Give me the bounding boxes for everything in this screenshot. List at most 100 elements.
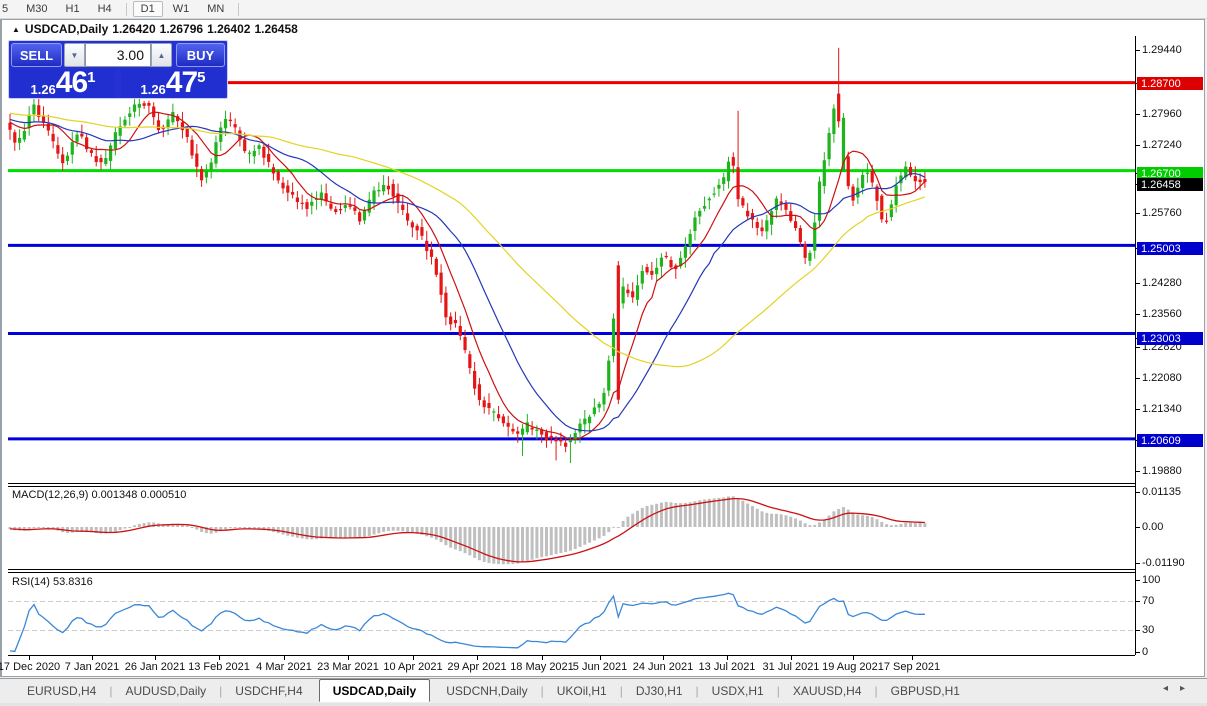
tf-button-5[interactable]: 5 <box>2 3 9 15</box>
chart-window[interactable] <box>0 19 1205 677</box>
macd-signal-value: 0.000510 <box>140 489 187 501</box>
rsi-value: 53.8316 <box>52 576 93 588</box>
date-tick-label: 13 Feb 2021 <box>188 661 250 673</box>
timeframe-toolbar: 5 M30 H1 H4 D1 W1 MN <box>0 0 1207 19</box>
ma-line-52 <box>9 112 926 368</box>
tab-scroll-arrows: ◂▸ <box>1163 683 1197 694</box>
date-tick-label: 18 May 2021 <box>510 661 574 673</box>
tab-separator: | <box>109 684 113 698</box>
tab-scroll-right-icon[interactable]: ▸ <box>1179 683 1197 694</box>
buy-price-big: 47 <box>165 66 198 99</box>
tab-USDCAD-Daily[interactable]: USDCAD,Daily <box>318 678 431 702</box>
tf-button-W1[interactable]: W1 <box>172 3 190 15</box>
tab-EURUSD-H4[interactable]: EURUSD,H4 <box>27 684 97 698</box>
tf-button-D1[interactable]: D1 <box>132 1 163 17</box>
price-badge-1.25003: 1.25003 <box>1137 242 1203 255</box>
date-tick-label: 26 Jan 2021 <box>124 661 186 673</box>
window-bottom-edge <box>0 703 1207 706</box>
tab-XAUUSD-H4[interactable]: XAUUSD,H4 <box>792 684 862 698</box>
sell-price-base: 1.26 <box>30 82 56 97</box>
horizontal-lines <box>8 81 1135 441</box>
chevron-up-icon: ▲ <box>157 50 166 60</box>
price-tick-label: 1.21340 <box>1142 403 1182 415</box>
price-badge-1.23003: 1.23003 <box>1137 332 1203 345</box>
date-tick-label: 31 Jul 2021 <box>762 661 820 673</box>
macd-signal-line <box>9 497 925 563</box>
tab-USDCHF-H4[interactable]: USDCHF,H4 <box>235 684 303 698</box>
volume-input[interactable] <box>85 43 151 67</box>
price-badge-1.28700: 1.28700 <box>1137 77 1203 90</box>
tab-separator: | <box>219 684 223 698</box>
price-tick-label: 1.22080 <box>1142 372 1182 384</box>
volume-increase-button[interactable]: ▲ <box>151 43 172 67</box>
tab-scroll-left-icon[interactable]: ◂ <box>1162 683 1180 694</box>
volume-decrease-button[interactable]: ▼ <box>64 43 85 67</box>
price-badge-1.26458: 1.26458 <box>1137 178 1203 191</box>
tf-button-H1[interactable]: H1 <box>65 3 80 15</box>
buy-price-button[interactable]: 1.26 47 5 <box>121 66 225 99</box>
rsi-scale-label: 30 <box>1142 624 1155 636</box>
candles <box>8 47 927 464</box>
date-tick-label: 7 Jan 2021 <box>64 661 120 673</box>
macd-scale-label: 0.00 <box>1142 521 1164 533</box>
tab-separator: | <box>540 684 544 698</box>
date-tick-label: 7 Sep 2021 <box>883 661 941 673</box>
macd-main-value: 0.001348 <box>91 489 138 501</box>
sell-price-big: 46 <box>55 66 88 99</box>
date-tick-label: 4 Mar 2021 <box>256 661 312 673</box>
tab-separator: | <box>619 684 623 698</box>
toolbar-separator <box>125 2 127 16</box>
date-tick-label: 19 Aug 2021 <box>822 661 884 673</box>
rsi-scale-label: 0 <box>1142 646 1149 658</box>
title-low: 1.26402 <box>207 22 251 36</box>
macd-histogram <box>8 496 927 565</box>
tf-button-H4[interactable]: H4 <box>97 3 112 15</box>
tf-button-MN[interactable]: MN <box>207 3 225 15</box>
tab-USDCNH-Daily[interactable]: USDCNH,Daily <box>446 684 528 698</box>
price-tick-label: 1.27960 <box>1142 108 1182 120</box>
date-tick-label: 10 Apr 2021 <box>383 661 443 673</box>
chart-frame <box>8 36 1140 660</box>
sell-price-button[interactable]: 1.26 46 1 <box>11 66 115 99</box>
buy-price-base: 1.26 <box>140 82 166 97</box>
rsi-scale-label: 70 <box>1142 595 1155 607</box>
date-tick-label: 29 Apr 2021 <box>447 661 507 673</box>
tab-GBPUSD-H1[interactable]: GBPUSD,H1 <box>890 684 960 698</box>
rsi-scale-label: 100 <box>1142 574 1161 586</box>
sell-price-sup: 1 <box>87 69 96 86</box>
chart-tab-bar: EURUSD,H4 | AUDUSD,Daily | USDCHF,H4 | USDCAD,… <box>0 678 1207 703</box>
price-tick-label: 1.29440 <box>1142 44 1182 56</box>
date-tick-label: 13 Jul 2021 <box>698 661 756 673</box>
date-tick-label: 5 Jun 2021 <box>572 661 628 673</box>
tab-separator: | <box>874 684 878 698</box>
collapse-triangle-icon[interactable]: ▲ <box>12 25 20 34</box>
tf-button-M30[interactable]: M30 <box>26 3 48 15</box>
title-close: 1.26458 <box>254 22 298 36</box>
price-tick-label: 1.27240 <box>1142 139 1182 151</box>
tab-separator: | <box>776 684 780 698</box>
ma-line-8 <box>9 111 926 441</box>
chart-title: ▲ USDCAD,Daily 1.26420 1.26796 1.26402 1.2645… <box>12 22 302 36</box>
title-high: 1.26796 <box>159 22 204 36</box>
price-badge-1.26700: 1.26700 <box>1137 167 1203 180</box>
ma-line-20 <box>9 118 926 432</box>
macd-label: MACD(12,26,9) 0.001348 0.000510 <box>12 489 187 501</box>
tab-AUDUSD-Daily[interactable]: AUDUSD,Daily <box>125 684 207 698</box>
price-badge-1.20609: 1.20609 <box>1137 434 1203 447</box>
rsi-line <box>9 592 925 653</box>
rsi-label: RSI(14) 53.8316 <box>12 576 93 588</box>
sell-button[interactable]: SELL <box>11 43 62 67</box>
price-tick-label: 1.25760 <box>1142 207 1182 219</box>
tab-USDX-H1[interactable]: USDX,H1 <box>711 684 764 698</box>
chevron-down-icon: ▼ <box>70 50 79 60</box>
tab-separator: | <box>695 684 699 698</box>
buy-price-sup: 5 <box>197 69 206 86</box>
tab-UKOil-H1[interactable]: UKOil,H1 <box>556 684 607 698</box>
macd-scale-label: -0.01190 <box>1142 557 1185 569</box>
tab-DJ30-H1[interactable]: DJ30,H1 <box>635 684 683 698</box>
buy-button[interactable]: BUY <box>176 43 225 67</box>
date-tick-label: 24 Jun 2021 <box>632 661 694 673</box>
